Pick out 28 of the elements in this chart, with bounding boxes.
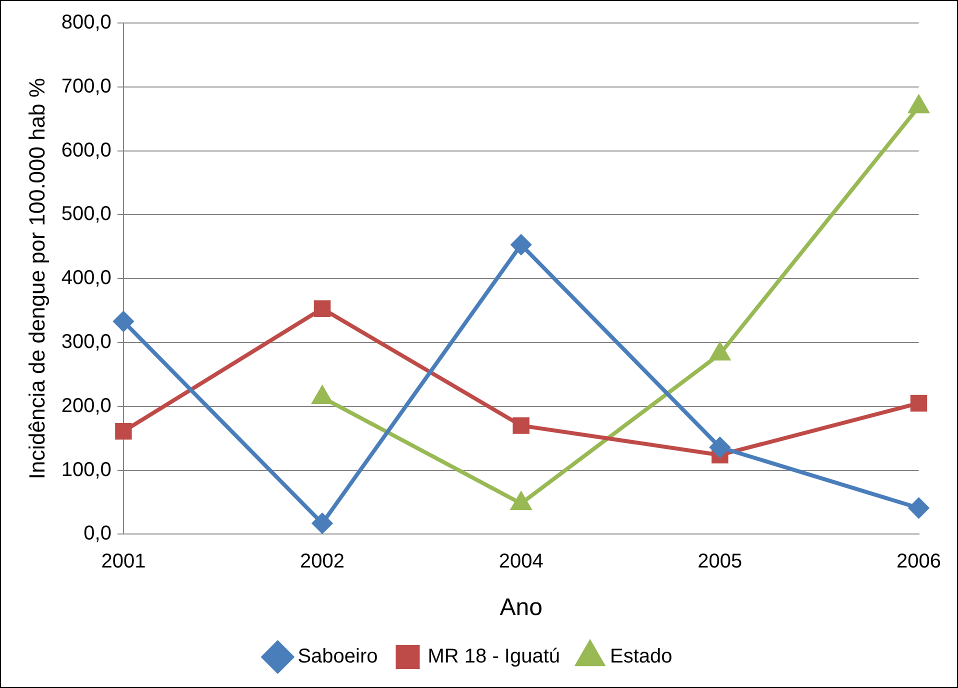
legend-label: MR 18 - Iguatú bbox=[428, 646, 560, 668]
x-tick-label: 2001 bbox=[101, 550, 146, 573]
y-tick-label: 700,0 bbox=[61, 75, 112, 98]
y-tick-label: 100,0 bbox=[61, 458, 112, 481]
y-axis-title: Incidência de dengue por 100.000 hab % bbox=[24, 78, 50, 480]
point bbox=[512, 417, 530, 434]
y-tick-label: 200,0 bbox=[61, 394, 112, 417]
y-tick-label: 800,0 bbox=[61, 12, 112, 34]
point bbox=[910, 394, 928, 412]
point bbox=[908, 498, 929, 518]
y-tick-label: 300,0 bbox=[61, 331, 112, 354]
y-tick-label: 400,0 bbox=[61, 267, 112, 290]
x-axis-title: Ano bbox=[500, 594, 542, 622]
x-tick-label: 2004 bbox=[498, 550, 544, 573]
point bbox=[511, 234, 532, 255]
y-tick-label: 500,0 bbox=[61, 203, 112, 226]
point bbox=[710, 437, 730, 458]
x-tick-label: 2005 bbox=[698, 550, 742, 573]
point bbox=[312, 513, 332, 534]
legend-label: Saboeiro bbox=[298, 646, 378, 668]
point bbox=[113, 311, 134, 332]
point bbox=[314, 300, 331, 317]
x-tick-label: 2002 bbox=[300, 550, 345, 573]
x-tick-label: 2006 bbox=[896, 550, 942, 573]
point bbox=[115, 422, 132, 440]
legend-label: Estado bbox=[610, 646, 672, 668]
y-tick-label: 0,0 bbox=[84, 522, 112, 545]
y-tick-label: 600,0 bbox=[61, 139, 112, 162]
